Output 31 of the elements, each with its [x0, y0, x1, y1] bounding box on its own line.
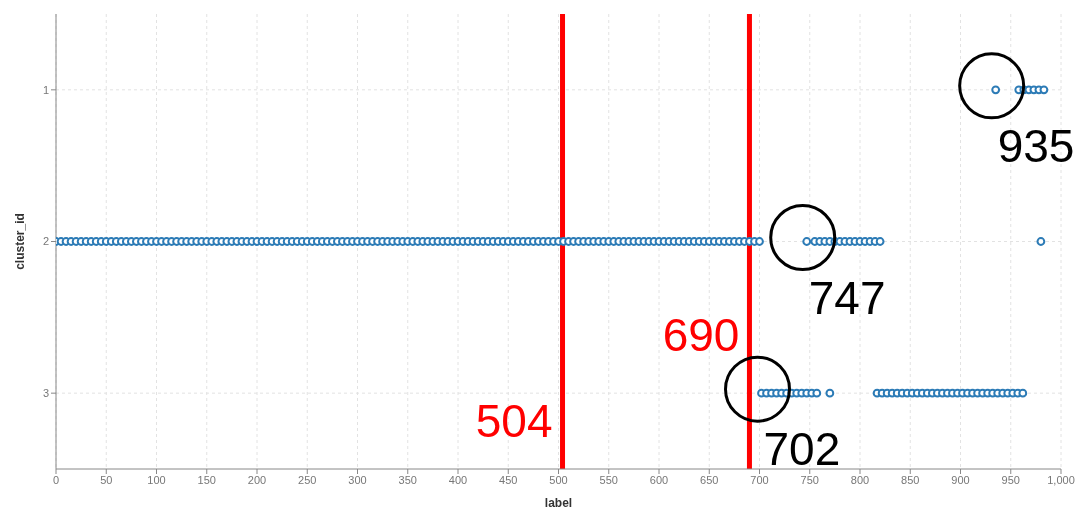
- x-tick-label: 650: [700, 473, 719, 486]
- x-tick-label: 600: [649, 473, 669, 486]
- x-tick-label: 150: [197, 473, 216, 486]
- x-tick-label: 700: [750, 473, 769, 486]
- annotation: 747: [808, 271, 886, 324]
- y-axis-title: cluster_id: [13, 213, 28, 270]
- x-tick-label: 350: [398, 473, 417, 486]
- x-tick-label: 0: [52, 473, 60, 486]
- x-tick-label: 850: [901, 473, 920, 486]
- x-tick-label: 550: [599, 473, 618, 486]
- y-tick-label: 2: [42, 235, 49, 248]
- x-tick-label: 50: [100, 473, 113, 486]
- x-tick-label: 500: [549, 473, 568, 486]
- x-tick-label: 900: [951, 473, 970, 486]
- x-tick-label: 1,000: [1047, 473, 1075, 486]
- x-tick-label: 400: [448, 473, 468, 486]
- annotation: 702: [763, 423, 841, 476]
- y-tick-label: 3: [42, 387, 49, 400]
- x-tick-label: 100: [147, 473, 166, 486]
- annotation: 935: [997, 119, 1075, 172]
- x-tick-label: 300: [348, 473, 367, 486]
- y-tick-label: 1: [42, 83, 49, 96]
- x-tick-label: 250: [298, 473, 317, 486]
- ref-line-label: 690: [662, 308, 740, 361]
- x-tick-label: 200: [247, 473, 267, 486]
- x-tick-label: 800: [850, 473, 870, 486]
- x-tick-label: 950: [1001, 473, 1020, 486]
- ref-line-label: 504: [475, 395, 553, 448]
- x-tick-label: 450: [499, 473, 518, 486]
- x-axis-title: label: [544, 496, 573, 510]
- x-tick-label: 750: [800, 473, 819, 486]
